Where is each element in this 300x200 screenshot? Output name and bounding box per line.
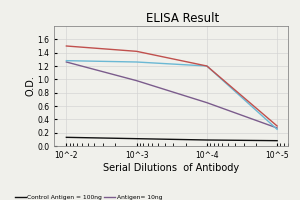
Antigen= 100ng [205,65,209,67]
Legend: Control Antigen = 100ng, Antigen= 50ng, Antigen= 10ng, Antigen= 100ng: Control Antigen = 100ng, Antigen= 50ng, … [15,195,166,200]
Line: Antigen= 100ng: Antigen= 100ng [66,46,277,126]
Line: Antigen= 50ng: Antigen= 50ng [66,61,277,129]
Antigen= 10ng [64,61,68,63]
Y-axis label: O.D.: O.D. [26,76,36,96]
Control Antigen = 100ng [64,136,68,139]
Antigen= 10ng [275,127,279,129]
Antigen= 100ng [64,45,68,47]
Antigen= 50ng [64,59,68,62]
Line: Antigen= 10ng: Antigen= 10ng [66,62,277,128]
Control Antigen = 100ng [275,139,279,142]
X-axis label: Serial Dilutions  of Antibody: Serial Dilutions of Antibody [103,163,239,173]
Antigen= 100ng [275,125,279,127]
Antigen= 50ng [135,61,138,63]
Antigen= 10ng [205,101,209,104]
Control Antigen = 100ng [135,137,138,140]
Line: Control Antigen = 100ng: Control Antigen = 100ng [66,137,277,141]
Antigen= 10ng [135,79,138,82]
Title: ELISA Result: ELISA Result [146,12,219,25]
Control Antigen = 100ng [205,139,209,141]
Antigen= 50ng [205,65,209,67]
Antigen= 50ng [275,128,279,131]
Antigen= 100ng [135,50,138,53]
